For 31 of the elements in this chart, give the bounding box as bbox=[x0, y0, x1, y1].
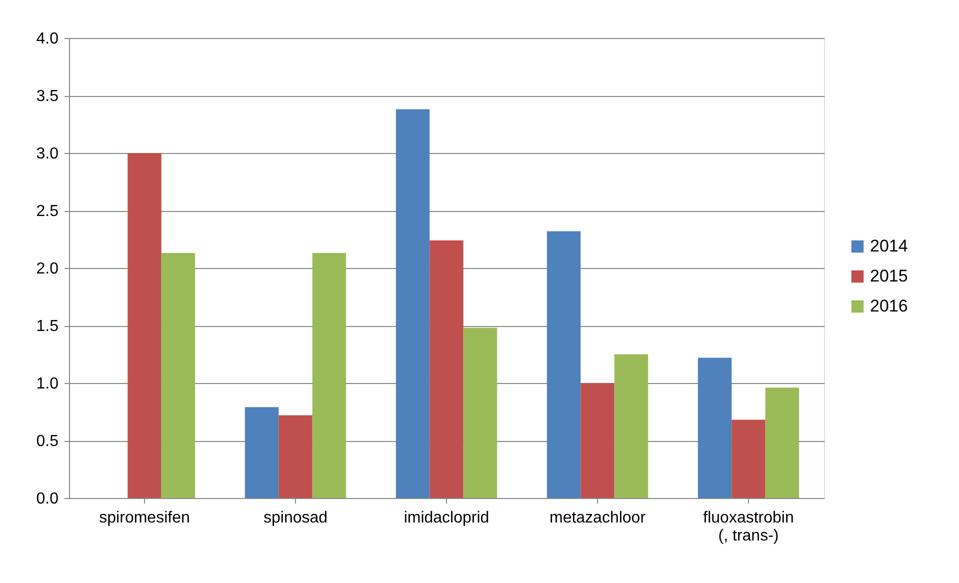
y-tick-label: 1.0 bbox=[36, 376, 59, 392]
y-tick-label: 0.5 bbox=[36, 433, 59, 450]
bar bbox=[161, 253, 196, 498]
y-tick-label: 2.0 bbox=[36, 260, 59, 278]
y-tick-label: 2.5 bbox=[36, 203, 59, 220]
legend-label: 2016 bbox=[870, 296, 908, 316]
legend-label: 2015 bbox=[870, 266, 908, 286]
legend-label: 2014 bbox=[870, 236, 908, 256]
bar bbox=[312, 253, 346, 498]
y-tick-label: 4.0 bbox=[36, 30, 59, 48]
bar bbox=[463, 328, 498, 498]
y-tick-label: 1.5 bbox=[36, 318, 59, 335]
y-tick-label: 0.0 bbox=[36, 490, 59, 508]
bar bbox=[765, 388, 800, 498]
x-tick-label: fluoxastrobin (, trans-) bbox=[703, 510, 794, 544]
bar bbox=[128, 153, 162, 498]
x-tick-label: imidacloprid bbox=[404, 510, 490, 526]
y-tick-label: 3.5 bbox=[36, 88, 59, 105]
bar bbox=[278, 415, 312, 498]
x-tick-label: spinosad bbox=[263, 510, 328, 526]
bar bbox=[614, 354, 648, 498]
bar bbox=[430, 240, 464, 498]
bar bbox=[396, 109, 430, 498]
bar bbox=[244, 407, 279, 498]
y-tick-label: 3.0 bbox=[36, 146, 59, 162]
x-tick-label: spiromesifen bbox=[99, 510, 190, 526]
bar bbox=[698, 358, 732, 498]
x-tick-label: metazachloor bbox=[549, 510, 646, 526]
bar bbox=[732, 420, 766, 498]
bar bbox=[546, 231, 581, 498]
bar bbox=[580, 383, 614, 498]
